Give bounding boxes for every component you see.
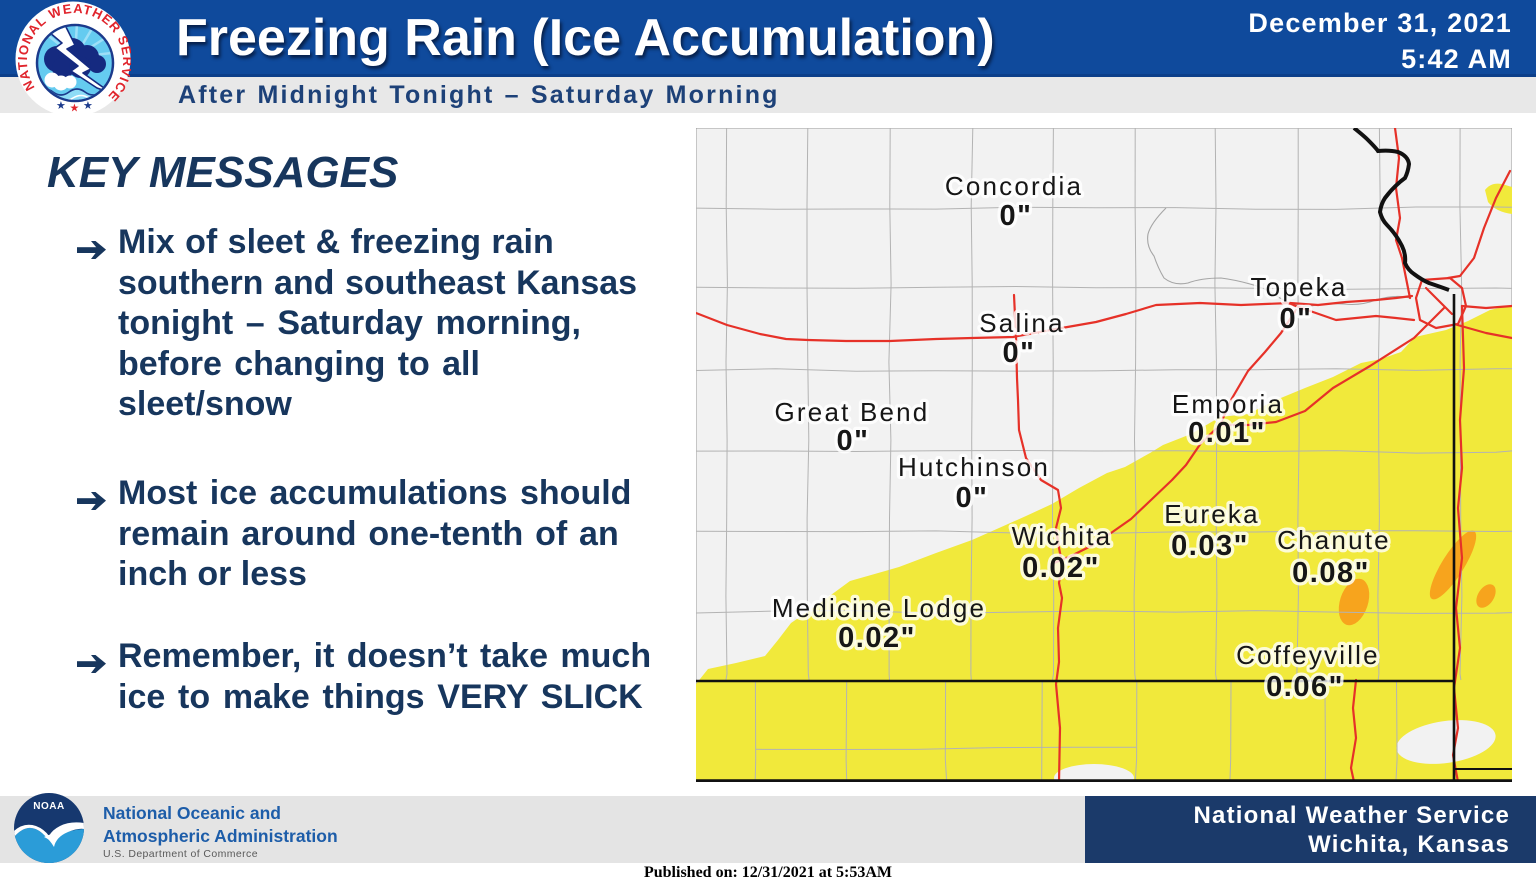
- svg-text:0": 0": [956, 482, 989, 514]
- svg-text:★: ★: [56, 100, 66, 112]
- svg-text:0.02": 0.02": [838, 622, 916, 654]
- svg-text:Concordia: Concordia: [945, 171, 1083, 201]
- svg-text:Great Bend: Great Bend: [775, 397, 930, 427]
- svg-text:0.06": 0.06": [1266, 671, 1344, 703]
- svg-text:Hutchinson: Hutchinson: [898, 452, 1050, 482]
- svg-text:NOAA: NOAA: [33, 801, 64, 812]
- svg-text:0.01": 0.01": [1188, 417, 1266, 449]
- svg-text:Wichita: Wichita: [1012, 521, 1113, 551]
- svg-text:Medicine Lodge: Medicine Lodge: [772, 593, 986, 623]
- svg-text:★: ★: [83, 100, 93, 112]
- svg-text:0.03": 0.03": [1171, 530, 1249, 562]
- svg-text:0": 0": [1000, 200, 1033, 232]
- svg-text:0.08": 0.08": [1292, 557, 1370, 589]
- svg-text:0": 0": [1003, 337, 1036, 369]
- svg-text:Emporia: Emporia: [1172, 389, 1284, 419]
- svg-text:0.02": 0.02": [1022, 552, 1100, 584]
- svg-text:★: ★: [70, 103, 80, 115]
- svg-text:Eureka: Eureka: [1164, 499, 1260, 529]
- svg-text:Salina: Salina: [979, 308, 1064, 338]
- svg-text:Coffeyville: Coffeyville: [1236, 640, 1380, 670]
- svg-text:Chanute: Chanute: [1277, 525, 1391, 555]
- svg-text:0": 0": [837, 425, 870, 457]
- svg-text:Topeka: Topeka: [1250, 272, 1347, 302]
- svg-text:0": 0": [1280, 303, 1313, 335]
